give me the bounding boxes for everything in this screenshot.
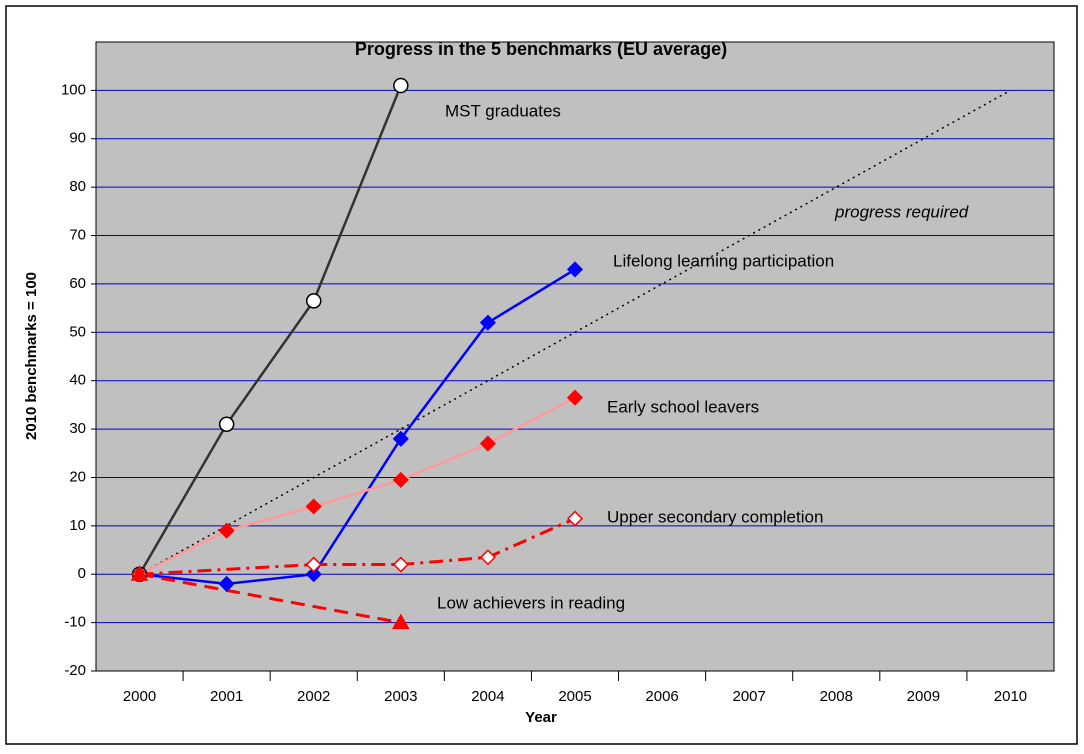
- series-label: progress required: [834, 202, 969, 221]
- y-tick-label: 80: [69, 178, 86, 195]
- marker: [479, 549, 496, 566]
- x-tick-label: 2006: [645, 688, 678, 705]
- y-tick-label: 100: [61, 81, 86, 98]
- marker: [393, 77, 409, 94]
- x-tick-label: 2003: [384, 688, 417, 705]
- marker: [392, 430, 409, 447]
- chart-title: Progress in the 5 benchmarks (EU average…: [355, 39, 727, 59]
- marker: [566, 389, 584, 406]
- series-line: [139, 572, 402, 625]
- x-tick-label: 2007: [732, 688, 765, 705]
- series-label: Upper secondary completion: [607, 507, 823, 526]
- marker: [566, 510, 584, 527]
- series-label: Early school leavers: [607, 397, 759, 416]
- x-tick-label: 2009: [907, 688, 940, 705]
- y-tick-label: 0: [78, 565, 86, 582]
- y-tick-label: 60: [69, 275, 86, 292]
- x-tick-label: 2004: [471, 688, 504, 705]
- y-tick-label: -20: [64, 662, 86, 679]
- series-line: [139, 268, 576, 586]
- y-tick-label: 70: [69, 227, 86, 244]
- plot-area: [95, 41, 1055, 672]
- y-axis-label: 2010 benchmarks = 100: [23, 272, 40, 440]
- y-tick-label: 30: [69, 420, 86, 437]
- x-tick-label: 2001: [210, 688, 243, 705]
- y-tick-label: 90: [69, 130, 86, 147]
- series-label: Low achievers in reading: [437, 593, 625, 612]
- x-tick-label: 2005: [558, 688, 591, 705]
- y-tick-label: 40: [69, 372, 86, 389]
- y-tick-label: 50: [69, 323, 86, 340]
- marker: [566, 261, 584, 278]
- marker: [218, 522, 235, 539]
- series-label: Lifelong learning participation: [613, 251, 834, 270]
- y-tick-label: 20: [69, 468, 86, 485]
- marker: [218, 416, 235, 432]
- marker: [479, 314, 496, 331]
- x-tick-label: 2010: [994, 688, 1027, 705]
- series-label: MST graduates: [445, 101, 561, 120]
- marker: [391, 613, 410, 630]
- marker: [305, 498, 322, 515]
- x-tick-label: 2008: [820, 688, 853, 705]
- y-tick-label: -10: [64, 614, 86, 631]
- x-tick-label: 2002: [297, 688, 330, 705]
- series-line: [139, 89, 1011, 575]
- series-line: [138, 85, 402, 575]
- marker: [479, 435, 496, 452]
- x-axis-label: Year: [525, 709, 557, 726]
- series-line: [138, 396, 576, 576]
- marker: [218, 575, 235, 592]
- y-tick-label: 10: [69, 517, 86, 534]
- marker: [305, 566, 322, 583]
- marker: [305, 293, 322, 309]
- x-tick-label: 2000: [123, 688, 156, 705]
- marker: [392, 471, 409, 488]
- marker: [392, 556, 409, 573]
- marker: [130, 565, 149, 581]
- marker: [305, 556, 322, 573]
